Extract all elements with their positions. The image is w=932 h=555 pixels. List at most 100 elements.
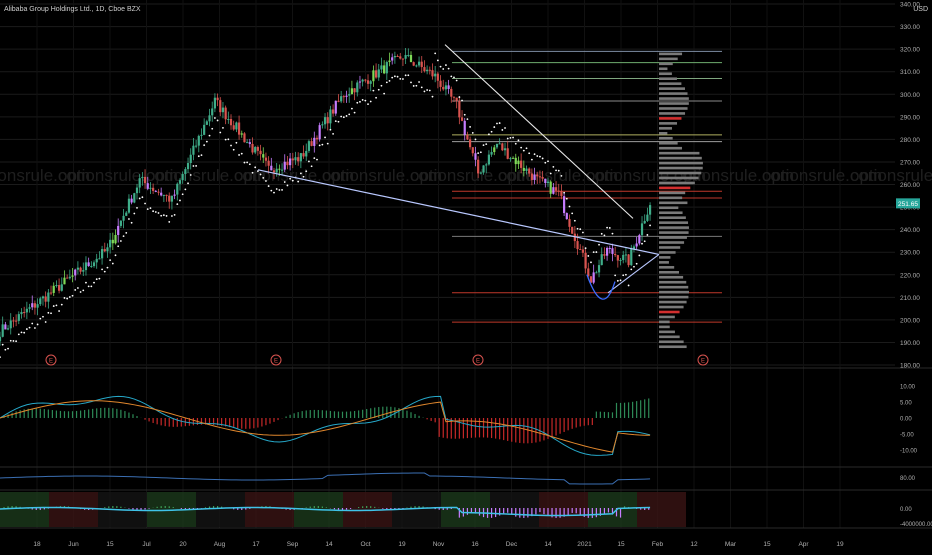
candle-body: [362, 80, 364, 82]
candle-body: [20, 312, 22, 314]
volume-profile-bar: [659, 251, 676, 254]
vol-osc-bar: [588, 508, 589, 518]
vol-osc-bar: [306, 507, 307, 508]
sar-dot: [252, 172, 254, 174]
candle-body: [66, 278, 68, 279]
macd-histogram-bar: [604, 412, 605, 418]
volume-profile-bar: [659, 67, 667, 70]
macd-histogram-bar: [443, 418, 444, 438]
sar-dot: [160, 215, 162, 217]
sar-dot: [262, 177, 264, 179]
macd-histogram-bar: [124, 411, 125, 418]
sar-dot: [265, 180, 267, 182]
sar-dot: [434, 52, 436, 54]
volume-profile-bar: [659, 92, 688, 95]
price-tick-label: 190.00: [900, 340, 920, 347]
candle-body: [437, 74, 439, 81]
time-tick-label: 12: [690, 541, 698, 548]
trend-line-resistance[interactable]: [445, 45, 633, 219]
candle-body: [372, 70, 374, 81]
volume-profile-bar: [659, 77, 677, 80]
candle-body: [536, 175, 538, 177]
sar-dot: [39, 318, 41, 320]
candle-body: [206, 121, 208, 125]
candle-body: [28, 307, 30, 308]
sar-dot: [23, 332, 25, 334]
sar-dot: [394, 75, 396, 77]
candle-body: [233, 125, 235, 129]
sar-dot: [429, 90, 431, 92]
price-tick-label: 240.00: [900, 227, 920, 234]
volume-profile-bar: [659, 182, 695, 185]
candle-body: [63, 278, 65, 285]
candle-body: [418, 62, 420, 66]
sar-dot: [34, 327, 36, 329]
candle-body: [190, 155, 192, 163]
macd-histogram-bar: [644, 399, 645, 418]
candle-body: [96, 259, 98, 263]
vol-osc-bar: [326, 507, 327, 508]
sar-dot: [534, 153, 536, 155]
candle-body: [225, 108, 227, 120]
macd-histogram-bar: [52, 410, 53, 418]
sar-dot: [526, 147, 528, 149]
sar-dot: [389, 80, 391, 82]
volume-profile-bar: [659, 117, 681, 120]
vol-osc-bar: [157, 507, 158, 508]
time-tick-label: 20: [179, 541, 187, 548]
macd-histogram-bar: [60, 411, 61, 418]
candle-body: [292, 158, 294, 160]
candle-body: [378, 69, 380, 77]
sar-dot: [467, 118, 469, 120]
sar-dot: [45, 321, 47, 323]
macd-histogram-bar: [148, 418, 149, 421]
time-tick-label: Jul: [142, 541, 151, 548]
candle-body: [69, 277, 71, 279]
candle-body: [106, 247, 108, 251]
sar-dot: [184, 188, 186, 190]
volume-profile-bar: [659, 122, 677, 125]
macd-histogram-bar: [551, 418, 552, 437]
sar-dot: [168, 221, 170, 223]
sar-dot: [47, 312, 49, 314]
sar-dot: [464, 114, 466, 116]
candle-body: [649, 205, 651, 215]
macd-histogram-bar: [350, 411, 351, 418]
vol-osc-bar: [576, 508, 577, 513]
candle-body: [79, 268, 81, 272]
vol-osc-bar: [410, 507, 411, 508]
vol-osc-bar: [358, 507, 359, 508]
sar-dot: [595, 251, 597, 253]
volume-profile-bar: [659, 63, 673, 66]
vol-osc-bar: [310, 507, 311, 508]
sar-dot: [491, 131, 493, 133]
candle-body: [251, 144, 253, 153]
last-price-label: 251.65: [898, 201, 918, 208]
macd-histogram-bar: [80, 411, 81, 418]
sar-dot: [107, 267, 109, 269]
sar-dot: [617, 280, 619, 282]
macd-histogram-bar: [318, 410, 319, 418]
trend-line-wedge-lower[interactable]: [608, 254, 659, 292]
candle-body: [396, 56, 398, 57]
sar-dot: [158, 212, 160, 214]
volume-profile-bar: [659, 192, 685, 195]
macd-histogram-bar: [628, 402, 629, 418]
candle-body: [386, 62, 388, 73]
price-axis[interactable]: 180.00190.00200.00210.00220.00230.00240.…: [896, 2, 920, 370]
macd-histogram-bar: [584, 418, 585, 426]
candle-body: [182, 174, 184, 180]
sar-dot: [235, 142, 237, 144]
macd-histogram-bar: [233, 418, 234, 428]
vol-osc-bar: [604, 508, 605, 514]
sar-dot: [569, 206, 571, 208]
volume-profile-bar: [659, 241, 684, 244]
sar-dot: [80, 291, 82, 293]
sar-dot: [37, 324, 39, 326]
vol-osc-bar: [374, 507, 375, 508]
macd-histogram-bar: [439, 418, 440, 437]
sar-dot: [426, 89, 428, 91]
